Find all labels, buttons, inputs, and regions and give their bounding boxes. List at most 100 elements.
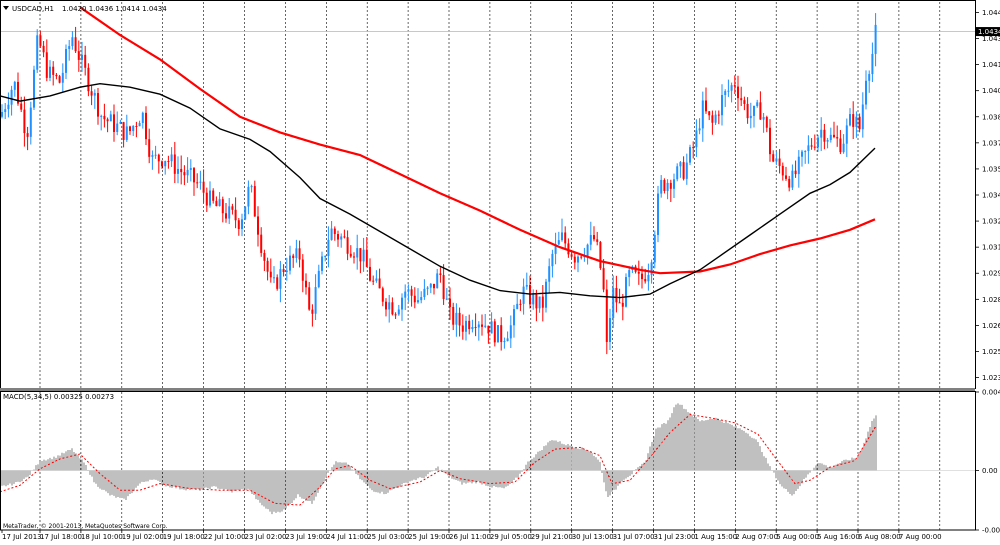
candle-body (666, 182, 669, 191)
candle-body (637, 271, 640, 274)
candle-body (535, 294, 538, 309)
time-tick-label: 25 Jul 19:00 (408, 533, 450, 541)
candle-body (749, 115, 752, 119)
candle-body (647, 274, 650, 282)
candle-body (234, 209, 237, 221)
candle-body (404, 291, 407, 298)
price-tick-label: 1.0295 (982, 270, 1000, 278)
candle-body (401, 297, 403, 310)
candle-body (237, 220, 240, 230)
candle-body (154, 154, 157, 156)
candle-body (465, 320, 467, 332)
candle-body (839, 138, 842, 153)
candle-body (855, 116, 858, 127)
candle-body (548, 266, 551, 282)
time-tick-label: 7 Aug 00:00 (899, 533, 942, 541)
candle-body (730, 85, 733, 91)
ohlc-label: 1.0420 1.0436 1.0414 1.0434 (62, 5, 167, 13)
candle-body (10, 89, 13, 105)
candle-body (372, 280, 375, 282)
candle-body (359, 248, 362, 262)
macd-label: MACD(5,34,5) 0.00325 0.00273 (3, 393, 114, 401)
time-tick-label: 19 Jul 02:00 (122, 533, 164, 541)
candle-body (817, 137, 819, 148)
candle-body (426, 287, 429, 289)
price-axis-ticks: 1.0445 1.0430 1.0415 1.0400 1.0385 1.0370 1.03… (975, 9, 1000, 382)
macd-signal-layer (0, 413, 877, 506)
time-tick-label: 26 Jul 11:00 (449, 533, 491, 541)
candle-body (765, 117, 768, 128)
candle-body (628, 270, 631, 278)
candle-body (212, 190, 215, 201)
candles-layer (1, 13, 877, 355)
chart-menu-triangle-icon[interactable] (3, 6, 9, 10)
candle-body (343, 236, 346, 238)
candle-body (369, 266, 371, 281)
candle-body (605, 289, 608, 342)
candle-body (209, 190, 211, 206)
candle-body (417, 300, 419, 303)
candle-body (218, 199, 221, 207)
candle-body (474, 326, 477, 328)
candle-body (525, 285, 528, 287)
candle-body (445, 298, 448, 300)
candle-body (791, 170, 794, 188)
candle-body (609, 318, 611, 342)
candle-body (541, 296, 544, 308)
candle-body (1, 111, 3, 117)
candle-body (679, 162, 682, 167)
candle-body (45, 52, 48, 78)
time-tick-label: 6 Aug 08:00 (858, 533, 901, 541)
candle-body (205, 192, 208, 206)
candle-body (509, 325, 512, 339)
macd-axis-ticks: 0.00477 0.00 -0.00362 (975, 389, 1000, 535)
candle-body (423, 288, 426, 298)
candle-body (106, 119, 109, 122)
time-tick-label: 18 Jul 10:00 (81, 533, 123, 541)
price-tick-label: 1.0415 (982, 61, 1000, 69)
candle-body (26, 133, 29, 137)
candle-body (177, 168, 179, 174)
candle-body (596, 239, 599, 242)
candle-body (599, 241, 602, 269)
candle-body (618, 302, 621, 304)
time-tick-label: 5 Aug 00:00 (776, 533, 819, 541)
main-grid (0, 2, 975, 388)
candle-body (836, 137, 839, 139)
price-tick-label: 1.0280 (982, 296, 1000, 304)
candle-body (551, 253, 554, 267)
candle-body (692, 147, 695, 149)
candle-body (170, 154, 173, 162)
macd-signal-line (0, 413, 877, 506)
candle-body (49, 66, 51, 78)
time-tick-label: 29 Jul 05:00 (490, 533, 532, 541)
time-tick-label: 31 Jul 07:00 (613, 533, 655, 541)
candle-body (183, 172, 186, 176)
candle-body (842, 143, 845, 153)
candle-body (807, 145, 810, 152)
candle-body (762, 117, 765, 120)
time-tick-label: 2 Aug 07:00 (735, 533, 778, 541)
candle-body (685, 162, 688, 179)
time-tick-label: 30 Jul 13:00 (572, 533, 614, 541)
candle-body (433, 283, 435, 289)
candle-body (375, 278, 378, 281)
candle-body (657, 193, 659, 235)
candle-body (231, 206, 234, 210)
candle-body (13, 81, 16, 90)
candle-body (337, 234, 339, 240)
candle-body (449, 298, 451, 307)
candle-body (311, 309, 314, 314)
candle-body (74, 37, 77, 52)
current-price-marker (976, 27, 1000, 37)
candle-body (682, 162, 685, 179)
candle-body (756, 102, 759, 107)
candle-body (97, 93, 99, 117)
macd-tick-label: 0.00 (982, 467, 998, 475)
price-tick-label: 1.0430 (982, 35, 1000, 43)
candle-body (724, 91, 727, 96)
time-tick-label: 29 Jul 21:00 (531, 533, 573, 541)
